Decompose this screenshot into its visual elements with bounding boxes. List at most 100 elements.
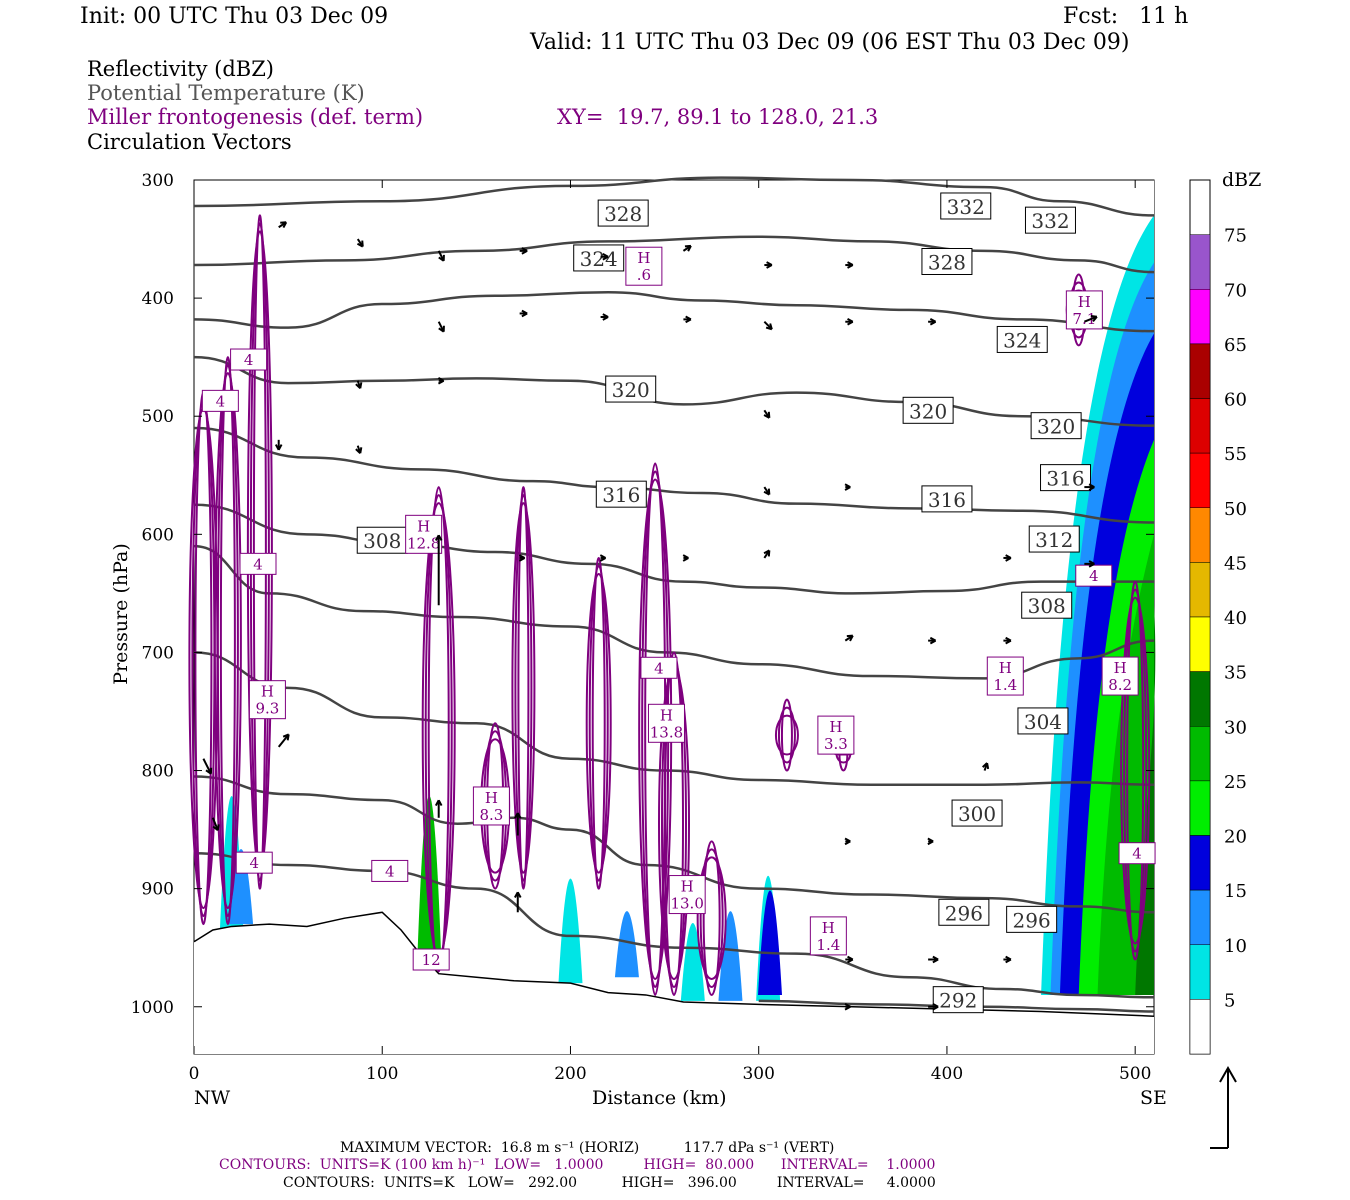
circulation-vector-head [1088, 560, 1095, 568]
theta-contour-332 [193, 176, 1155, 217]
colorbar-tick-label: 45 [1224, 553, 1247, 574]
circulation-vector-head [356, 240, 364, 248]
colorbar-tick-label: 25 [1224, 772, 1247, 793]
legend-cross-section-coords: XY= 19.7, 89.1 to 128.0, 21.3 [557, 105, 879, 129]
colorbar-swatch [1189, 398, 1211, 454]
circulation-vector-head [929, 317, 937, 326]
frontogenesis-contour [517, 486, 530, 890]
theta-label-box [932, 986, 984, 1014]
frontogenesis-label: 8.2 [1108, 676, 1132, 694]
theta-label-box [996, 325, 1048, 353]
colorbar-swatch [1189, 507, 1211, 563]
y-tick-label: 800 [142, 762, 174, 782]
x-axis-left-end: NW [194, 1087, 231, 1109]
legend-frontogenesis: Miller frontogenesis (def. term) [87, 105, 424, 129]
frontogenesis-label-box [986, 656, 1024, 696]
circulation-vector-head [205, 767, 213, 775]
theta-label: 312 [1035, 528, 1073, 552]
frontogenesis-label: H [681, 878, 694, 896]
frontogenesis-contour [702, 840, 721, 996]
terrain-fill [194, 912, 1154, 1054]
colorbar-swatch [1189, 289, 1211, 345]
circulation-vector-head [847, 261, 854, 269]
frontogenesis-contour [780, 698, 793, 772]
frontogenesis-label-box [625, 246, 663, 286]
frontogenesis-label-box [239, 552, 277, 575]
circulation-vector-head [437, 377, 445, 385]
colorbar-tick-label: 70 [1224, 280, 1247, 301]
theta-label-box [595, 480, 647, 508]
colorbar-tick-label: 75 [1224, 226, 1247, 247]
frontogenesis-label-box [1065, 290, 1103, 330]
frontogenesis-label: H [999, 659, 1012, 677]
frontogenesis-label: 4 [654, 659, 664, 677]
circulation-vector-head [932, 955, 939, 964]
frontogenesis-label-box [371, 859, 409, 882]
theta-label: 304 [1024, 710, 1062, 734]
x-tick-label: 500 [1119, 1064, 1151, 1084]
circulation-vector-head [602, 253, 609, 261]
frontogenesis-label: 8.3 [479, 806, 503, 824]
circulation-vector-head [438, 325, 445, 333]
circulation-vector-head [212, 824, 220, 832]
frontogenesis-label-box [1101, 656, 1139, 696]
colorbar-swatch [1189, 234, 1211, 290]
colorbar-tick-label: 35 [1224, 663, 1247, 684]
frontogenesis-label-box [248, 680, 286, 720]
theta-label-box [1040, 464, 1092, 492]
circulation-vector-head [847, 317, 854, 326]
theta-label: 332 [1031, 209, 1069, 233]
colorbar-swatch [1189, 944, 1211, 1000]
theta-label: 296 [1013, 908, 1051, 932]
frontogenesis-contour [585, 572, 612, 874]
frontogenesis-contour [216, 364, 239, 918]
theta-contour-296 [193, 851, 1155, 999]
frontogenesis-label-box [412, 948, 450, 971]
theta-label-box [1021, 591, 1073, 619]
y-axis-title: Pressure (hPa) [109, 543, 132, 685]
frontogenesis-label-box [647, 703, 685, 743]
reflectivity-cell [614, 911, 639, 978]
frontogenesis-contour [591, 556, 606, 890]
theta-label: 328 [604, 202, 642, 226]
circulation-vector-head [766, 261, 773, 269]
frontogenesis-contour [699, 848, 724, 988]
frontogenesis-label-box [817, 715, 855, 755]
x-tick-label: 0 [189, 1064, 200, 1084]
frontogenesis-contour [696, 856, 727, 980]
x-tick-label: 200 [554, 1064, 586, 1084]
colorbar-swatch [1189, 999, 1211, 1055]
theta-label-box [921, 485, 973, 513]
frontogenesis-contour [427, 486, 450, 973]
colorbar-tick-label: 5 [1224, 990, 1235, 1011]
frontogenesis-label: 1.4 [816, 936, 840, 954]
terrain-line [193, 911, 1155, 1017]
colorbar-swatch [1189, 780, 1211, 836]
circulation-vector-head [844, 837, 851, 846]
circulation-vector-head [1005, 554, 1012, 562]
frontogenesis-label: H [637, 249, 650, 267]
x-axis-right-end: SE [1140, 1087, 1167, 1109]
frontogenesis-label: 1.4 [993, 676, 1017, 694]
circulation-vector-head [844, 483, 851, 491]
circulation-vector [202, 758, 212, 775]
footer-max-vector: MAXIMUM VECTOR: 16.8 m s⁻¹ (HORIZ) 117.7… [340, 1140, 835, 1156]
theta-contour-328 [193, 235, 1155, 274]
frontogenesis-contour [213, 372, 242, 910]
frontogenesis-label: H [822, 919, 835, 937]
colorbar-tick-label: 40 [1224, 608, 1247, 629]
frontogenesis-contour [588, 564, 609, 882]
circulation-vector-head [280, 221, 288, 229]
colorbar-tick-label: 55 [1224, 444, 1247, 465]
circulation-vector-head [274, 444, 283, 451]
circulation-vector-head [438, 254, 445, 262]
circulation-vector-head [1088, 483, 1095, 491]
circulation-vector-head [521, 309, 528, 318]
circulation-vector-head [521, 247, 528, 255]
colorbar-swatch [1189, 616, 1211, 672]
frontogenesis-contour [514, 494, 533, 882]
circulation-vector-head [434, 799, 443, 807]
frontogenesis-contour [249, 222, 270, 882]
y-tick-label: 500 [142, 407, 174, 427]
